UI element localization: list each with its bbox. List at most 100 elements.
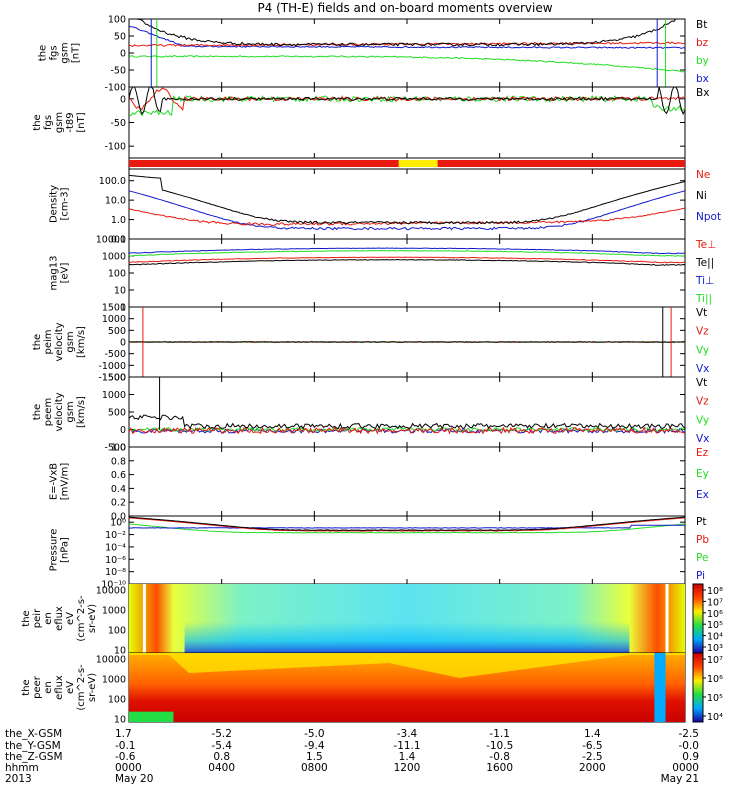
panel-3-data (129, 174, 685, 231)
colorbar-9-label-2: 10⁶ (707, 609, 723, 620)
series-bt (129, 19, 685, 47)
ephem-label-0: the_X-GSM (5, 728, 62, 740)
panel-9-ytick-label-1: 1000 (102, 605, 126, 616)
panel-8-legend-1: Pb (696, 534, 709, 546)
colorbar-9-label-0: 10⁸ (707, 586, 723, 597)
panel-1-ytick-label-0: 0 (120, 94, 126, 105)
panel-0-legend-2: by (696, 55, 709, 67)
panel-6-ytick-label-1: 1000 (102, 390, 126, 401)
mode-bar-yellow (398, 160, 438, 167)
ephem-col-3-row-2: 1.4 (399, 751, 416, 763)
ephem-col-5-row-1: -6.5 (582, 740, 603, 752)
panel-6-legend-1: Vz (696, 396, 709, 408)
series-bx (129, 25, 685, 49)
panel-5-ylabel-4: [km/s] (76, 326, 87, 358)
panel-9-ytick-label-2: 100 (108, 625, 126, 636)
panel-9-ylabel-6: sr-eV) (87, 604, 98, 633)
panel-10-ytick-label-2: 100 (108, 694, 126, 705)
panel-8-ytick-label-2: 10⁻⁴ (105, 542, 126, 553)
panel-4-ytick-label-4: 1 (120, 303, 126, 314)
series-bz (129, 41, 685, 47)
panel-8-ytick-label-1: 10⁻² (105, 530, 126, 541)
panel-1-ytick-label-2: -100 (104, 142, 126, 153)
panel-6-ytick-label-0: 1500 (102, 373, 126, 384)
page-title: P4 (TH-E) fields and on-board moments ov… (257, 1, 553, 15)
series-npot (129, 190, 685, 231)
panel-0-ylabel-2: gsm (60, 42, 71, 63)
panel-4-legend-3: Ti|| (695, 293, 712, 305)
panel-6-ylabel-1: peem (43, 398, 54, 426)
panel-temperature: 10000 1000 100 10 1 mag13 [eV] Te⊥ Te|| Ti⊥ Ti|| (49, 235, 717, 314)
panel-1-ylabel-3: -t89 (65, 112, 76, 132)
panel-1-data (129, 87, 685, 117)
colorbar-10-label-3: 10⁴ (707, 712, 723, 723)
panel-10-ytick-label-3: 10 (114, 714, 126, 725)
panel-1-legend-0: Bx (696, 87, 709, 99)
panel-4-ytick-label-2: 100 (108, 269, 126, 280)
panel-3-legend-0: Ne (696, 169, 710, 181)
ephem-col-0-row-0: 1.7 (115, 728, 132, 740)
panel-0-legend-0: Bt (696, 19, 707, 31)
panel-6-frame (128, 376, 686, 448)
panel-3-legend-2: Npot (696, 211, 721, 223)
panel-5-ylabel-3: gsm (65, 331, 76, 352)
ephem-col-1-row-2: 0.8 (213, 751, 230, 763)
ephem-col-4-row-2: -0.8 (489, 751, 510, 763)
ion-spec-gap-2 (665, 584, 669, 653)
panel-0-ytick-label-1: 50 (114, 32, 126, 43)
panel-3-ytick-label-1: 10.0 (105, 196, 126, 207)
ephem-col-6-row-1: -0.0 (679, 740, 700, 752)
panel-3-ytick-label-0: 100.0 (99, 176, 126, 187)
series-ti-par (129, 249, 685, 257)
colorbar-9-label-5: 10³ (707, 643, 723, 654)
ion-spec-low (184, 621, 630, 653)
panel-10-ylabel-0: the (21, 679, 32, 695)
ephem-label-3: hhmm (5, 762, 39, 774)
series-vt (129, 414, 685, 430)
panel-5-ytick-label-0: 1500 (102, 303, 126, 314)
panel-8-ytick-label-5: 10⁻¹⁰ (101, 580, 126, 591)
ephem-col-0-row-1: -0.1 (115, 740, 136, 752)
ephem-col-1-row-3: 0400 (208, 762, 235, 774)
panel-7-ylabel-0: E=-VxB (49, 463, 60, 500)
panel-10-ylabel-3: eflux (54, 675, 65, 700)
ephem-col-2-row-3: 0800 (301, 762, 328, 774)
panel-density: 100.0 10.0 1.0 0.1 Density [cm-3] Ne Ni Npot (49, 168, 721, 246)
panel-10-ylabel-4: eV (65, 681, 76, 694)
colorbar-10-label-2: 10⁵ (707, 693, 723, 704)
panel-4-ytick-label-3: 10 (114, 286, 126, 297)
colorbar-10-label-0: 10⁷ (707, 655, 723, 666)
panel-1-ytick-label-1: -50 (110, 118, 126, 129)
panel-1-ylabel-2: gsm (54, 112, 65, 133)
colorbar-9-label-1: 10⁷ (707, 597, 723, 608)
panel-3-ytick-label-3: 0.1 (111, 235, 126, 246)
panel-8-ytick-label-3: 10⁻⁶ (105, 555, 126, 566)
panel-4-legend-1: Te|| (695, 257, 714, 269)
ephem-label-2: the_Z-GSM (5, 751, 63, 763)
panel-4-legend-0: Te⊥ (695, 239, 716, 251)
panel-9-ylabel-3: eflux (54, 606, 65, 631)
panel-6-ytick-label-3: 0 (120, 425, 126, 436)
panel-5-ytick-label-6: -1500 (98, 373, 126, 384)
panel-10-ylabel-2: en (43, 681, 54, 694)
panel-5-legend-3: Vx (696, 363, 709, 375)
ephem-col-4-row-1: -10.5 (486, 740, 513, 752)
panel-5-ytick-label-3: 0 (120, 338, 126, 349)
panel-6-ylabel-4: [km/s] (76, 396, 87, 428)
panel-0-legend-1: bz (696, 37, 709, 49)
series-pe (129, 523, 685, 534)
panel-0-data (129, 19, 685, 87)
colorbar-10-label-1: 10⁶ (707, 674, 723, 685)
panel-8-ytick-label-0: 10⁰ (110, 518, 126, 529)
colorbar-9 (692, 583, 704, 654)
series-ni (129, 174, 685, 225)
panel-4-ylabel-1: [eV] (60, 263, 71, 284)
series-te-perp (129, 256, 685, 264)
panel-3-ylabel-1: [cm-3] (60, 187, 71, 220)
panel-8-frame (128, 515, 686, 585)
panel-10-ytick-label-1: 1000 (102, 674, 126, 685)
panel-7-ytick-label-5: 0.0 (111, 512, 126, 523)
panel-2-data (129, 160, 685, 167)
ephem-col-4-row-3: 1600 (486, 762, 513, 774)
panel-9-ytick-label-3: 10 (114, 645, 126, 656)
